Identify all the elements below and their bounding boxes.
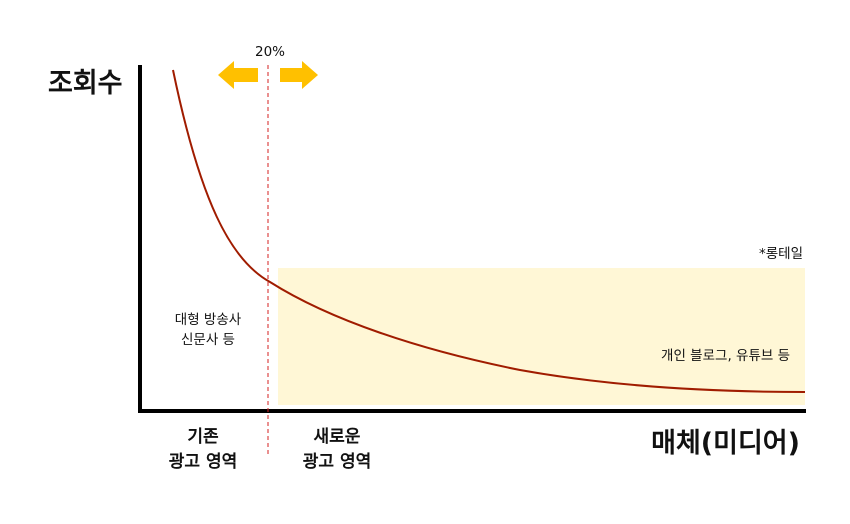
demand-curve bbox=[172, 69, 806, 393]
head-text: 신문사 등 bbox=[181, 332, 235, 348]
area-label: 기존 bbox=[187, 427, 219, 447]
long-tail-label: *롱테일 bbox=[759, 246, 803, 262]
area-label: 광고 영역 bbox=[169, 452, 237, 472]
y-axis-label: 조회수 bbox=[48, 68, 123, 99]
long-tail-caption: 개인 블로그, 유튜브 등 bbox=[661, 348, 790, 364]
area-label: 광고 영역 bbox=[303, 452, 371, 472]
divider-label: 20% bbox=[255, 44, 285, 60]
arrow-left bbox=[218, 61, 258, 89]
area-label: 새로운 bbox=[314, 427, 361, 447]
long-tail-area bbox=[278, 268, 805, 405]
head-text: 대형 방송사 bbox=[175, 312, 242, 328]
arrow-right bbox=[280, 61, 318, 89]
x-axis-label: 매체(미디어) bbox=[651, 428, 800, 459]
